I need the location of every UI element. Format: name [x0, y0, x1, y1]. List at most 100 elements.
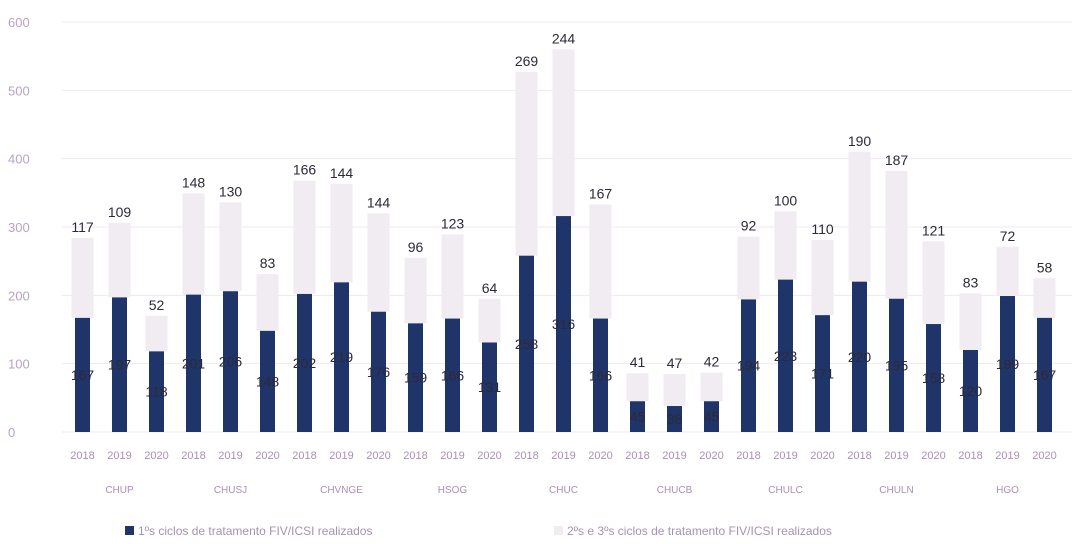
bar-segment-2nd-3rd-cycles: [219, 202, 242, 292]
bar-segment-1st-cycles: [926, 324, 941, 432]
data-label-2nd-3rd-cycles: 92: [741, 218, 757, 234]
bar-segment-2nd-3rd-cycles: [145, 315, 168, 352]
bar-segment-2nd-3rd-cycles: [700, 372, 723, 402]
bar-segment-2nd-3rd-cycles: [367, 213, 390, 312]
x-tick-label: 2020: [255, 450, 279, 462]
data-label-2nd-3rd-cycles: 144: [367, 194, 391, 210]
data-label-2nd-3rd-cycles: 41: [630, 354, 646, 370]
data-label-1st-cycles: 201: [182, 355, 206, 371]
data-label-1st-cycles: 131: [478, 379, 502, 395]
data-label-2nd-3rd-cycles: 123: [441, 216, 465, 232]
x-tick-label: 2019: [218, 450, 242, 462]
group-label: CHVNGE: [320, 485, 363, 496]
bar-segment-2nd-3rd-cycles: [922, 241, 945, 325]
y-tick-label: 300: [8, 220, 30, 235]
bar-segment-2nd-3rd-cycles: [552, 49, 575, 217]
bar-segment-1st-cycles: [852, 281, 867, 432]
legend-swatch-2nd-3rd-cycles: [554, 526, 563, 535]
data-label-1st-cycles: 202: [293, 355, 317, 371]
x-tick-label: 2018: [736, 450, 760, 462]
bar-segment-1st-cycles: [593, 318, 608, 432]
bar-segment-1st-cycles: [704, 401, 719, 432]
bar-segment-1st-cycles: [556, 216, 571, 432]
bar-segment-2nd-3rd-cycles: [626, 373, 649, 402]
bars: [71, 49, 1056, 432]
x-tick-label: 2020: [588, 450, 612, 462]
data-labels: 167 117 197 109 118 52 201 148 206 130 148 83 202 166…: [71, 30, 1057, 427]
bar-segment-2nd-3rd-cycles: [589, 204, 612, 319]
bar-segment-1st-cycles: [445, 318, 460, 432]
group-label: CHULC: [768, 485, 802, 496]
x-tick-label: 2020: [477, 450, 501, 462]
bar-segment-1st-cycles: [889, 298, 904, 432]
bar-segment-2nd-3rd-cycles: [71, 237, 94, 318]
data-label-1st-cycles: 171: [811, 366, 835, 382]
data-label-2nd-3rd-cycles: 83: [963, 274, 979, 290]
data-label-1st-cycles: 199: [996, 356, 1020, 372]
data-label-2nd-3rd-cycles: 96: [408, 239, 424, 255]
data-label-2nd-3rd-cycles: 187: [885, 152, 909, 168]
bar-segment-1st-cycles: [1037, 317, 1052, 432]
bar-segment-1st-cycles: [186, 294, 201, 432]
data-label-1st-cycles: 194: [737, 358, 761, 374]
data-label-2nd-3rd-cycles: 121: [922, 222, 946, 238]
x-tick-label: 2018: [181, 450, 205, 462]
x-tick-label: 2018: [847, 450, 871, 462]
bar-segment-2nd-3rd-cycles: [441, 234, 464, 319]
bar-segment-1st-cycles: [482, 342, 497, 432]
bar-segment-2nd-3rd-cycles: [108, 222, 131, 298]
group-label: HGO: [996, 485, 1019, 496]
data-label-1st-cycles: 206: [219, 354, 243, 370]
x-tick-label: 2019: [662, 450, 686, 462]
bar-segment-1st-cycles: [75, 317, 90, 432]
data-label-1st-cycles: 223: [774, 348, 798, 364]
x-tick-label: 2020: [921, 450, 945, 462]
bar-segment-2nd-3rd-cycles: [515, 71, 538, 256]
bar-segment-2nd-3rd-cycles: [959, 293, 982, 350]
data-label-2nd-3rd-cycles: 130: [219, 183, 243, 199]
data-label-2nd-3rd-cycles: 167: [589, 185, 613, 201]
data-label-2nd-3rd-cycles: 110: [811, 221, 834, 237]
data-label-2nd-3rd-cycles: 52: [149, 297, 165, 313]
x-tick-label: 2020: [699, 450, 723, 462]
data-label-2nd-3rd-cycles: 58: [1037, 259, 1053, 275]
bar-segment-1st-cycles: [741, 299, 756, 432]
data-label-1st-cycles: 258: [515, 336, 539, 352]
data-label-2nd-3rd-cycles: 72: [1000, 228, 1016, 244]
group-label: CHUC: [549, 485, 578, 496]
bar-segment-1st-cycles: [630, 401, 645, 432]
y-tick-label: 600: [8, 15, 30, 30]
group-label: CHUCB: [657, 485, 693, 496]
bar-segment-2nd-3rd-cycles: [885, 170, 908, 299]
y-axis-ticks: 0 100 200 300 400 500 600: [8, 15, 30, 440]
x-tick-label: 2018: [625, 450, 649, 462]
data-label-2nd-3rd-cycles: 148: [182, 175, 206, 191]
bar-segment-2nd-3rd-cycles: [182, 193, 205, 295]
bar-segment-1st-cycles: [963, 350, 978, 432]
data-label-2nd-3rd-cycles: 42: [704, 354, 720, 370]
x-tick-label: 2019: [440, 450, 464, 462]
data-label-1st-cycles: 45: [630, 409, 646, 425]
bar-segment-2nd-3rd-cycles: [478, 298, 501, 343]
data-label-2nd-3rd-cycles: 190: [848, 133, 872, 149]
group-label: CHUSJ: [214, 485, 247, 496]
legend-label-1st-cycles: 1ºs ciclos de tratamento FIV/ICSI realiz…: [138, 524, 372, 538]
group-label: HSOG: [438, 485, 468, 496]
bar-segment-2nd-3rd-cycles: [663, 373, 686, 407]
bar-segment-1st-cycles: [519, 255, 534, 432]
data-label-1st-cycles: 219: [330, 349, 354, 365]
bar-segment-1st-cycles: [408, 323, 423, 432]
y-tick-label: 0: [8, 425, 15, 440]
data-label-1st-cycles: 166: [589, 367, 613, 383]
data-label-2nd-3rd-cycles: 47: [667, 355, 683, 371]
legend-swatch-1st-cycles: [125, 526, 134, 535]
legend: 1ºs ciclos de tratamento FIV/ICSI realiz…: [125, 524, 832, 538]
data-label-1st-cycles: 166: [441, 367, 465, 383]
bar-segment-2nd-3rd-cycles: [996, 246, 1019, 297]
data-label-2nd-3rd-cycles: 166: [293, 162, 317, 178]
bar-segment-2nd-3rd-cycles: [848, 151, 871, 282]
x-tick-label: 2019: [551, 450, 575, 462]
data-label-1st-cycles: 158: [922, 370, 946, 386]
data-label-1st-cycles: 195: [885, 357, 909, 373]
